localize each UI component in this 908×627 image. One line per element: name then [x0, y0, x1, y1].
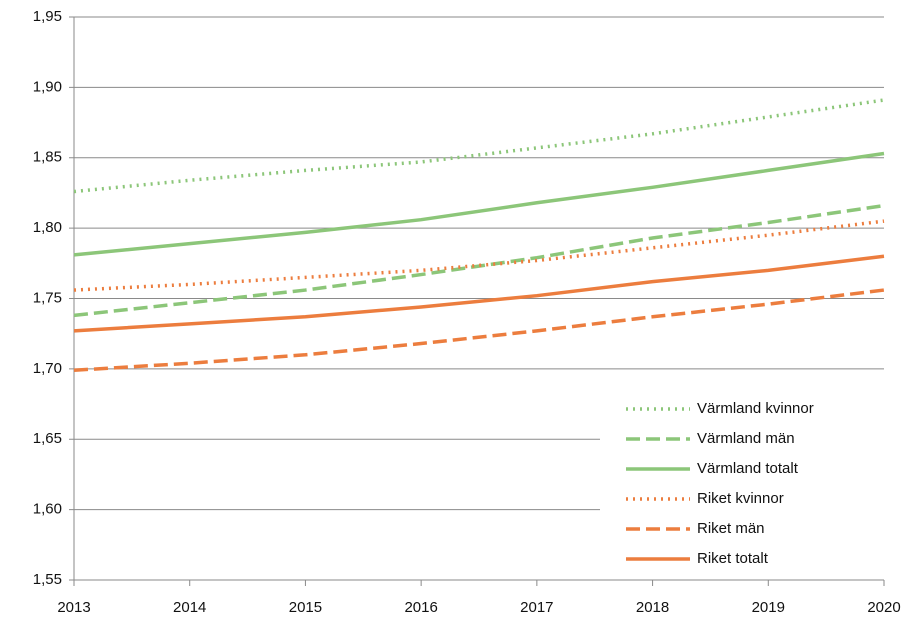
legend-background	[600, 392, 885, 578]
legend-label: Riket kvinnor	[697, 490, 784, 507]
legend-label: Riket totalt	[697, 550, 769, 567]
y-tick-label: 1,90	[33, 78, 62, 95]
y-tick-label: 1,85	[33, 149, 62, 166]
x-tick-label: 2013	[57, 599, 90, 616]
x-tick-label: 2016	[404, 599, 437, 616]
legend-label: Riket män	[697, 520, 765, 537]
y-tick-label: 1,75	[33, 289, 62, 306]
y-tick-label: 1,55	[33, 571, 62, 588]
x-tick-label: 2018	[636, 599, 669, 616]
y-tick-label: 1,80	[33, 219, 62, 236]
legend-label: Värmland totalt	[697, 460, 799, 477]
x-tick-label: 2015	[289, 599, 322, 616]
series-line	[73, 203, 885, 318]
legend-label: Värmland män	[697, 430, 795, 447]
y-tick-label: 1,65	[33, 430, 62, 447]
x-tick-label: 2014	[173, 599, 206, 616]
series-line	[73, 288, 885, 373]
legend-label: Värmland kvinnor	[697, 400, 814, 417]
x-tick-label: 2020	[867, 599, 900, 616]
y-tick-label: 1,60	[33, 501, 62, 518]
x-tick-label: 2019	[752, 599, 785, 616]
series-line	[73, 254, 885, 333]
series-line	[73, 151, 885, 257]
y-tick-label: 1,95	[33, 8, 62, 25]
series-line	[73, 219, 885, 292]
x-tick-label: 2017	[520, 599, 553, 616]
y-tick-label: 1,70	[33, 360, 62, 377]
series-line	[73, 98, 885, 194]
